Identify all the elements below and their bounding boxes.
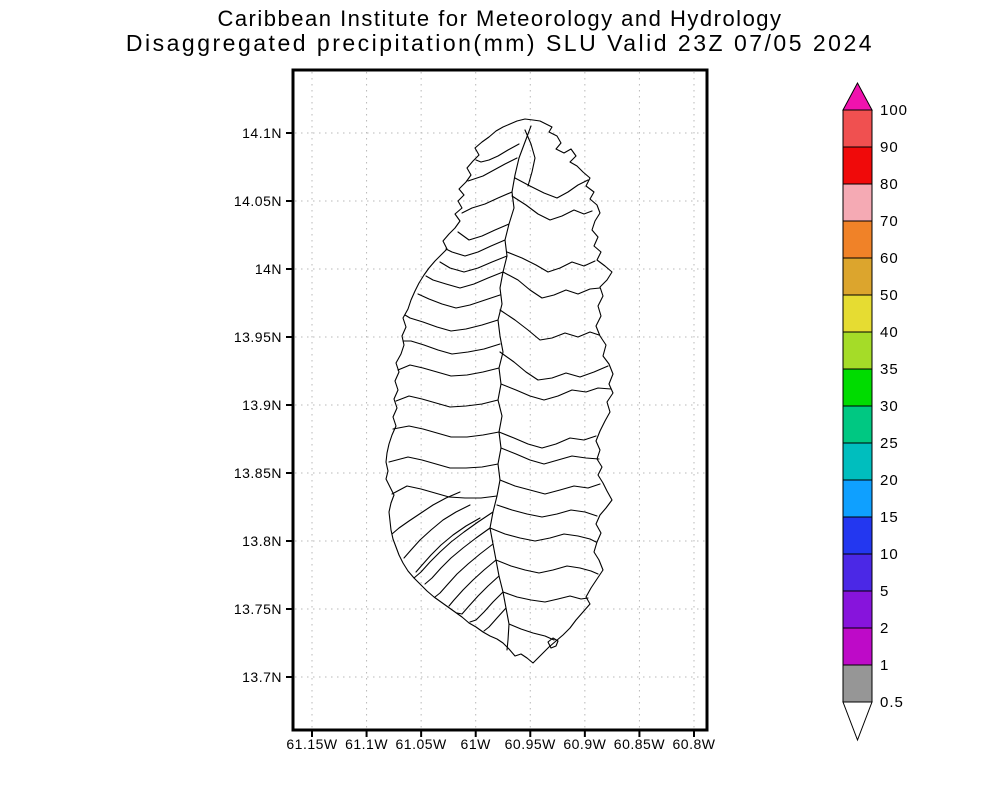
colorbar-label: 80: [880, 176, 899, 193]
lon-tick-label: 60.8W: [673, 736, 716, 752]
lat-tick-label: 14N: [255, 261, 282, 277]
colorbar-arrow-top: [842, 81, 873, 111]
grid-layer: [295, 72, 705, 728]
colorbar-label: 100: [880, 102, 908, 119]
colorbar-segment: [842, 442, 873, 481]
watershed-lines-east: [489, 177, 612, 603]
colorbar-label: 90: [880, 139, 899, 156]
colorbar-segment: [842, 294, 873, 333]
lon-tick-label: 61W: [461, 736, 492, 752]
island-coastline: [385, 118, 614, 664]
colorbar-label: 35: [880, 361, 899, 378]
watershed-lines-southwest: [391, 491, 507, 632]
lat-tick-label: 13.95N: [234, 329, 282, 345]
colorbar-segment: [842, 220, 873, 259]
lat-tick-label: 13.75N: [234, 601, 282, 617]
colorbar-arrow-bottom: [842, 701, 873, 742]
colorbar-segment: [842, 553, 873, 592]
colorbar-label: 50: [880, 287, 899, 304]
colorbar-label: 1: [880, 657, 889, 674]
colorbar-label: 30: [880, 398, 899, 415]
colorbar-label: 25: [880, 435, 899, 452]
colorbar-label: 2: [880, 620, 889, 637]
lon-tick-label: 61.15W: [286, 736, 338, 752]
colorbar-segment: [842, 257, 873, 296]
colorbar-segment: [842, 479, 873, 518]
lat-tick-label: 14.1N: [242, 125, 282, 141]
colorbar-segment: [842, 664, 873, 703]
colorbar-segment: [842, 368, 873, 407]
plot-title-product: Disaggregated precipitation(mm) SLU Vali…: [125, 30, 875, 56]
lon-tick-label: 60.95W: [505, 736, 557, 752]
lat-tick-label: 14.05N: [234, 193, 282, 209]
lon-tick-label: 60.9W: [563, 736, 606, 752]
colorbar-label: 40: [880, 324, 899, 341]
colorbar-label: 70: [880, 213, 899, 230]
colorbar-label: 10: [880, 546, 899, 563]
colorbar-label: 60: [880, 250, 899, 267]
colorbar-label: 20: [880, 472, 899, 489]
colorbar-label: 5: [880, 583, 889, 600]
lon-tick-label: 60.85W: [614, 736, 666, 752]
plot-frame: [291, 68, 709, 732]
watershed-lines-west: [388, 191, 513, 499]
colorbar-segment: [842, 516, 873, 555]
colorbar-segment: [842, 590, 873, 629]
lat-tick-label: 13.9N: [242, 397, 282, 413]
precipitation-colorbar: 100 90 80 70 60 50 40 35 30 25 20 15 10 5 2 1 0.5: [842, 81, 908, 742]
colorbar-segment: [842, 146, 873, 185]
plot-title-institute: Caribbean Institute for Meteorology and …: [217, 6, 783, 31]
colorbar-label: 15: [880, 509, 899, 526]
saint-lucia-map: [385, 118, 614, 664]
lon-tick-label: 61.05W: [396, 736, 448, 752]
lat-tick-label: 13.7N: [242, 669, 282, 685]
lon-tick-label: 61.1W: [345, 736, 388, 752]
colorbar-segment: [842, 405, 873, 444]
axis-layer: 14.1N 14.05N 14N 13.95N 13.9N 13.85N 13.8N 13.7…: [234, 125, 716, 752]
lat-tick-label: 13.85N: [234, 465, 282, 481]
watershed-lines-central: [467, 125, 555, 651]
colorbar-segment: [842, 331, 873, 370]
lat-tick-label: 13.8N: [242, 533, 282, 549]
colorbar-label: 0.5: [880, 694, 904, 711]
colorbar-segment: [842, 627, 873, 666]
colorbar-segment: [842, 109, 873, 148]
colorbar-segment: [842, 183, 873, 222]
